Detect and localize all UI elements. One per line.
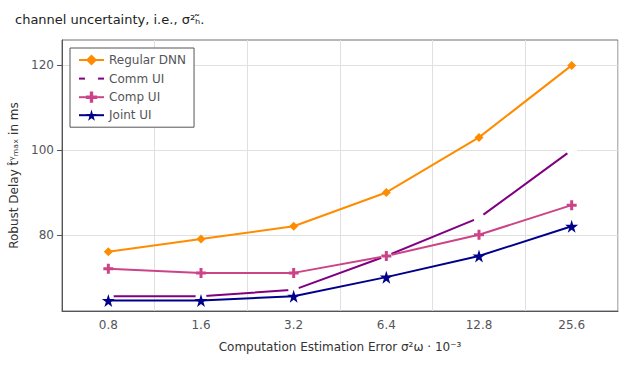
svg-text:Regular DNN: Regular DNN (109, 53, 186, 67)
svg-text:Joint UI: Joint UI (108, 108, 152, 122)
svg-text:12.8: 12.8 (466, 318, 493, 332)
svg-text:100: 100 (31, 143, 54, 157)
svg-text:25.6: 25.6 (558, 318, 585, 332)
svg-text:6.4: 6.4 (377, 318, 396, 332)
svg-text:120: 120 (31, 58, 54, 72)
svg-text:3.2: 3.2 (284, 318, 303, 332)
svg-text:Computation Estimation Error σ: Computation Estimation Error σ²ω · 10⁻³ (219, 340, 462, 354)
svg-text:80: 80 (39, 228, 54, 242)
svg-text:Robust Delay t̂ᵞₘₐₓ in ms: Robust Delay t̂ᵞₘₐₓ in ms (7, 102, 21, 249)
svg-text:Comp UI: Comp UI (109, 90, 160, 104)
svg-text:0.8: 0.8 (99, 318, 118, 332)
svg-text:1.6: 1.6 (191, 318, 210, 332)
svg-text:Comm UI: Comm UI (109, 72, 164, 86)
svg-text:channel uncertainty, i.e., σ²ₕ: channel uncertainty, i.e., σ²ₕ̃. (15, 12, 205, 27)
